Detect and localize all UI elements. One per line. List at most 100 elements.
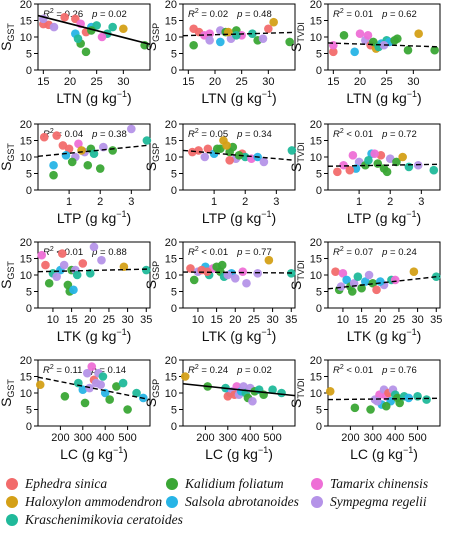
panel-1-2: 0 5 10 15 20 15 20 25 30 SGSP LTN (g kg−1) R2 = 0.0… [143,0,296,106]
legend-label: Haloxylon ammodendron [25,494,163,509]
stats-annotation: R2 = 0.26 p = 0.02 [43,8,127,20]
data-point [277,388,286,398]
y-tick-label: 5 [316,287,322,299]
data-point [331,267,340,277]
y-tick-label: 5 [171,49,177,61]
data-point [83,160,93,170]
x-tick-label: 200 [341,432,359,444]
x-axis-label: LC (g kg−1) [60,445,128,462]
legend-swatch [311,496,323,508]
y-tick-label: 0 [26,65,32,77]
data-point [96,380,106,390]
data-point [97,255,106,265]
x-tick-label: 10 [47,314,59,326]
data-point [63,280,73,290]
x-tick-label: 15 [65,314,77,326]
data-point [242,278,251,288]
x-tick-label: 25 [248,314,260,326]
data-point [205,36,214,45]
data-point [119,262,129,272]
data-point [200,152,210,162]
stats-annotation: R2 = 0.24 p = 0.02 [188,364,272,376]
x-tick-label: 30 [411,314,423,326]
y-tick-label: 0 [316,65,322,77]
legend-label: Salsola abrotanoides [185,494,299,509]
legend-label: Sympegma regelii [330,494,427,509]
panel-4-1: 05101520200300400500SGSTLC (g kg−1)R2 = … [0,355,151,462]
stats-annotation: R2 = 0.02 p = 0.48 [188,8,272,20]
data-point [392,157,401,167]
x-tick-label: 35 [430,314,442,326]
y-axis-label: SGST [0,143,16,171]
stats-annotation: R2 = 0.05 p = 0.34 [188,128,272,140]
y-tick-label: 10 [310,388,322,400]
y-tick-label: 0 [316,185,322,197]
data-point [259,157,269,167]
data-point [370,149,379,158]
data-point [390,275,400,285]
y-tick-label: 5 [316,49,322,61]
x-tick-label: 20 [229,314,241,326]
data-point [225,156,234,165]
legend-label: Ephedra sinica [25,476,108,491]
data-point [325,387,335,396]
data-point [239,382,248,391]
y-axis-label: SGST [0,379,16,407]
x-tick-label: 300 [364,432,382,444]
x-tick-label: 15 [37,76,49,88]
y-tick-label: 15 [310,254,322,266]
data-point [69,285,78,295]
data-point [269,17,278,27]
panel-2-2: 0 5 10 15 20 1 2 3 SGSP LTP (g kg−1) R2 = 0.05 p = … [143,119,297,226]
fit-line [327,42,441,48]
y-tick-label: 5 [171,287,177,299]
data-point [180,372,190,381]
data-point [348,151,358,160]
y-tick-label: 20 [165,355,177,367]
x-tick-label: 30 [262,76,274,88]
data-point [57,249,67,258]
data-point [339,31,349,40]
data-point [329,47,338,57]
fit-line [37,268,151,273]
stats-annotation: R2 < 0.01 p = 0.72 [333,128,417,140]
data-point [37,250,47,260]
data-point [395,398,404,408]
y-tick-label: 10 [20,152,32,164]
y-tick-label: 20 [310,355,322,367]
fit-line [327,397,441,401]
data-point [264,24,273,34]
y-tick-label: 10 [20,32,32,44]
panel-3-3: 0 5 10 15 20 10 15 20 25 30 35 STVDI LTK (g kg−1) R2 … [288,237,442,344]
data-point [222,141,231,150]
x-tick-label: 2 [242,196,248,208]
data-point [49,22,59,32]
x-tick-label: 20 [64,76,76,88]
data-point [342,275,351,285]
data-point [52,272,61,281]
legend-label: Kalidium foliatum [185,476,284,491]
data-point [258,34,268,43]
data-point [60,392,70,401]
x-tick-label: 30 [121,314,133,326]
data-point [430,45,439,55]
y-tick-label: 20 [20,237,32,249]
data-point [403,45,413,55]
data-point [35,380,45,390]
legend-swatch [166,478,178,490]
x-axis-label: LTN (g kg−1) [56,89,131,106]
y-tick-label: 15 [20,16,32,28]
legend-item: Salsola abrotanoides [166,492,299,512]
y-tick-label: 10 [165,388,177,400]
x-tick-label: 30 [117,76,129,88]
data-point [52,131,61,140]
fit-line [37,14,151,46]
x-axis-label: LC (g kg−1) [350,445,418,462]
x-tick-label: 400 [386,432,404,444]
panel-2-3: 0 5 10 15 20 1 2 3 STVDI LTP (g kg−1) R2 < 0.01 p =… [288,119,441,226]
x-tick-label: 1 [66,196,72,208]
legend-item: Ephedra sinica [6,474,107,494]
x-tick-label: 15 [355,314,367,326]
data-point [285,37,294,47]
y-tick-label: 5 [316,169,322,181]
